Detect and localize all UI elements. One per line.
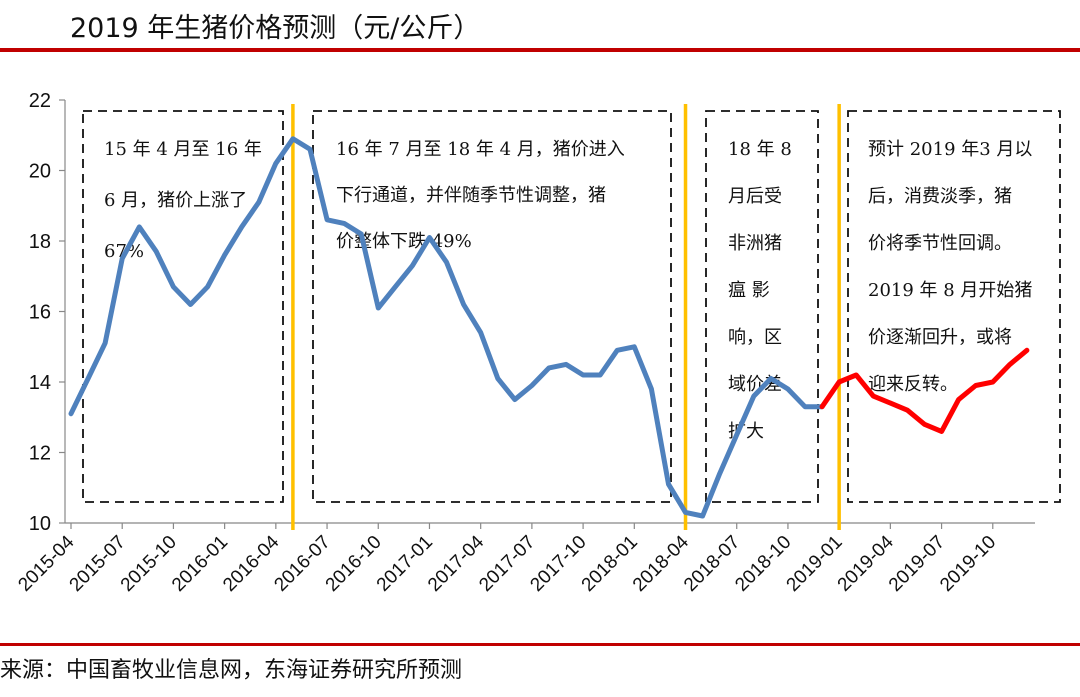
y-tick-label: 20 [29,161,51,183]
x-tick-label: 2015-07 [66,532,130,596]
annotation-text: 6 月，猪价上涨了 [104,190,247,211]
source-note: 来源：中国畜牧业信息网，东海证券研究所预测 [0,658,463,683]
annotation-text: 响，区 [728,327,782,348]
y-tick-label: 22 [29,90,51,112]
x-tick-label: 2018-04 [629,531,693,595]
annotation-text: 迎来反转。 [868,374,958,395]
x-tick-label: 2016-01 [168,532,232,596]
x-tick-label: 2017-01 [373,532,437,596]
x-tick-label: 2019-10 [936,532,1000,596]
annotation-box [705,110,819,503]
y-tick-label: 10 [29,513,51,535]
x-tick-label: 2016-07 [270,532,334,596]
annotation-text: 预计 2019 年3 月以 [868,139,1032,160]
annotation-text: 瘟 影 [728,280,770,301]
y-tick-label: 18 [29,231,51,253]
x-tick-label: 2015-04 [14,531,78,595]
x-tick-label: 2019-07 [885,532,949,596]
annotation-box [312,110,672,503]
x-tick-label: 2016-04 [219,531,283,595]
top-divider [0,48,1080,52]
annotation-text: 价整体下跌 49% [336,231,472,252]
annotation-text: 2019 年 8 月开始猪 [868,280,1032,301]
annotation-box [82,110,284,503]
x-tick-label: 2015-10 [117,532,181,596]
x-tick-label: 2016-10 [322,532,386,596]
x-tick-label: 2019-01 [783,532,847,596]
y-tick-label: 12 [29,443,51,465]
x-tick-label: 2017-04 [424,531,488,595]
annotation-text: 下行通道，并伴随季节性调整，猪 [336,185,606,206]
x-tick-label: 2018-10 [731,532,795,596]
annotation-text: 价逐渐回升，或将 [868,327,1012,348]
annotation-text: 非洲猪 [728,233,782,254]
y-tick-label: 16 [29,302,51,324]
annotation-text: 15 年 4 月至 16 年 [104,139,262,160]
annotation-text: 价将季节性回调。 [868,233,1012,254]
x-tick-label: 2019-04 [834,531,898,595]
annotation-box [847,110,1061,503]
x-tick-label: 2017-07 [475,532,539,596]
series-line-forecast [819,347,1030,434]
x-tick-label: 2018-01 [578,532,642,596]
bottom-divider [0,643,1080,646]
x-tick-label: 2018-07 [680,532,744,596]
series-line-actual [68,136,825,519]
annotation-text: 18 年 8 [728,139,792,160]
annotation-text: 月后受 [728,186,782,207]
annotation-text: 后，消费淡季，猪 [868,186,1012,207]
y-tick-label: 14 [29,372,51,394]
x-tick-label: 2017-10 [526,532,590,596]
page-title: 2019 年生猪价格预测（元/公斤） [70,13,481,44]
annotation-text: 16 年 7 月至 18 年 4 月，猪价进入 [336,139,625,160]
